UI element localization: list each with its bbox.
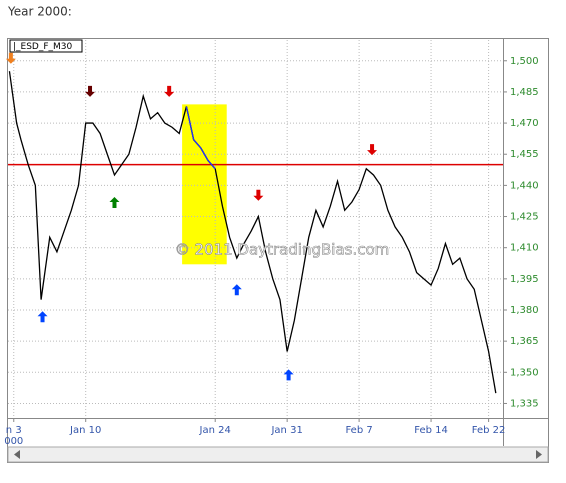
x-tick-label: Jan 24 — [199, 425, 231, 436]
x-tick-label: Jan 31 — [270, 425, 302, 436]
x-tick-label: Feb 22 — [472, 425, 506, 436]
x-tick-label: n 3 — [6, 425, 22, 436]
y-tick-label: 1,395 — [510, 274, 539, 285]
scroll-left[interactable] — [14, 450, 20, 459]
x-tick-label: Feb 14 — [414, 425, 448, 436]
price-line — [8, 71, 497, 394]
y-tick-label: 1,410 — [510, 243, 539, 254]
signal-arrow — [253, 189, 264, 201]
frame — [7, 38, 549, 463]
x-sub-label: 000 — [4, 436, 23, 447]
y-tick-label: 1,425 — [510, 212, 539, 223]
scroll-right[interactable] — [536, 450, 542, 459]
y-tick-label: 1,335 — [510, 398, 539, 409]
y-tick-label: 1,350 — [510, 367, 539, 378]
y-tick-label: 1,500 — [510, 56, 539, 67]
x-tick-label: Jan 10 — [69, 425, 101, 436]
x-tick-label: Feb 7 — [345, 425, 372, 436]
signal-arrow — [231, 284, 242, 296]
highlight-box — [182, 104, 227, 265]
signal-arrow — [164, 85, 175, 97]
signal-arrow — [85, 85, 96, 97]
symbol: |_ESD_F_M30 — [13, 42, 73, 52]
y-tick-label: 1,470 — [510, 118, 539, 129]
y-tick-label: 1,485 — [510, 87, 539, 98]
y-tick-label: 1,380 — [510, 305, 539, 316]
watermark: © 2011 DaytradingBias.com — [175, 241, 390, 259]
price-line — [185, 106, 216, 170]
y-tick-label: 1,455 — [510, 149, 539, 160]
signal-arrow — [37, 311, 48, 323]
scrollbar[interactable] — [7, 446, 549, 463]
signal-arrow — [283, 369, 294, 381]
signal-arrow — [109, 197, 120, 208]
signal-arrow — [5, 52, 16, 64]
heading: Year 2000: — [7, 5, 72, 19]
y-tick-label: 1,440 — [510, 180, 539, 191]
symbol-box — [9, 39, 83, 53]
signal-arrow — [367, 144, 378, 156]
y-tick-label: 1,365 — [510, 336, 539, 347]
